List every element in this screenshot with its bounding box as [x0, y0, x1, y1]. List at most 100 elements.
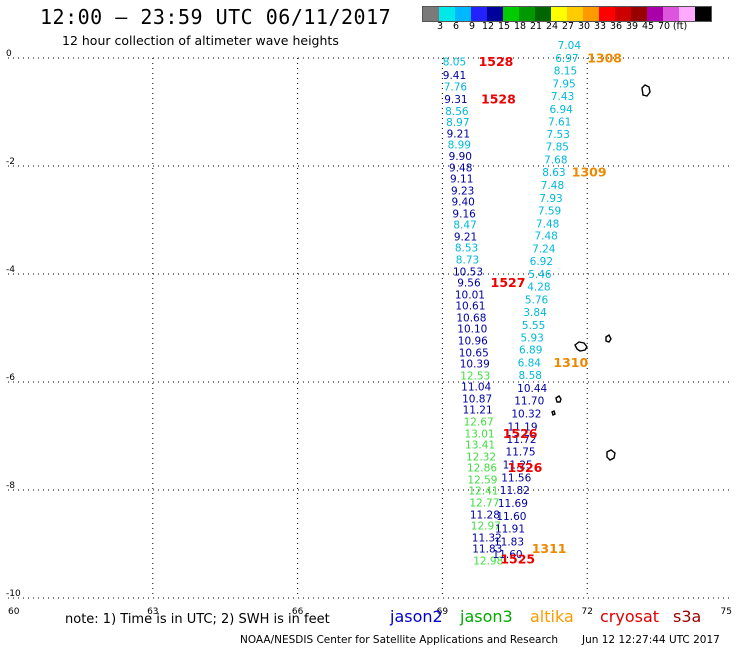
- swh-value-label: 11.28: [470, 509, 500, 521]
- island-outline: [605, 333, 612, 343]
- generated-timestamp: Jun 12 12:27:44 UTC 2017: [582, 634, 720, 646]
- swh-value-label: 12.86: [467, 462, 497, 474]
- swh-value-label: 7.48: [534, 231, 557, 243]
- swh-value-label: 11.19: [507, 421, 537, 433]
- mission-legend-s3a: s3a: [673, 607, 702, 626]
- mission-legend-altika: altika: [530, 607, 574, 626]
- swh-value-label: 7.48: [536, 218, 559, 230]
- island-outlines: [551, 84, 651, 461]
- swh-value-label: 9.90: [449, 151, 472, 163]
- color-scale-tick: 27: [561, 21, 575, 32]
- swh-value-label: 11.75: [506, 447, 536, 459]
- swh-value-label: 11.70: [514, 395, 544, 407]
- swh-value-label: 9.48: [449, 163, 472, 175]
- x-tick-label: 72: [581, 607, 592, 617]
- color-scale-tick: 18: [513, 21, 527, 32]
- swh-value-label: 3.84: [523, 307, 547, 319]
- swh-value-label: 11.60: [496, 511, 526, 523]
- color-scale-swatch: [679, 7, 695, 21]
- swh-value-label: 7.48: [541, 180, 564, 192]
- swh-value-label: 5.46: [528, 269, 552, 281]
- pass-time-label: 1526: [508, 460, 543, 475]
- mission-legend-cryosat: cryosat: [600, 607, 660, 626]
- swh-value-label: 12.32: [466, 452, 496, 464]
- mission-legend-jason3: jason3: [460, 607, 513, 626]
- grid-lines: [8, 57, 732, 599]
- swh-value-label: 9.21: [454, 231, 477, 243]
- swh-value-label: 10.65: [459, 347, 489, 359]
- swh-value-label: 8.56: [445, 106, 469, 118]
- swh-value-label: 10.96: [458, 336, 488, 348]
- swh-value-label: 10.10: [457, 324, 487, 336]
- color-scale-swatch: [423, 7, 439, 21]
- swh-value-label: 7.93: [539, 193, 562, 205]
- swh-value-label: 5.76: [525, 294, 549, 306]
- pass-time-label: 1309: [572, 165, 607, 180]
- swh-value-label: 11.83: [472, 543, 502, 555]
- color-scale-tick: 36: [609, 21, 623, 32]
- swh-value-label: 6.94: [549, 104, 573, 116]
- swh-value-label: 9.56: [457, 278, 481, 290]
- pass-time-label: 1528: [481, 92, 516, 107]
- island-outline: [551, 410, 556, 416]
- swh-value-label: 13.01: [465, 428, 495, 440]
- color-scale-swatch: [663, 7, 679, 21]
- swh-value-label: 10.01: [455, 290, 485, 302]
- swh-value-label: 4.28: [527, 282, 550, 294]
- swh-value-label: 10.53: [453, 266, 483, 278]
- color-scale-tick: 9: [468, 21, 476, 32]
- swh-value-label: 7.61: [548, 116, 571, 128]
- swh-value-label: 8.99: [448, 139, 471, 151]
- chart-title: 12:00 — 23:59 UTC 06/11/2017: [40, 5, 392, 29]
- color-scale-swatch: [599, 7, 615, 21]
- color-scale-tick: (ft): [672, 21, 688, 32]
- color-scale-tick: 15: [497, 21, 511, 32]
- y-tick-label: 0: [6, 49, 12, 59]
- axis-tick-labels: 0 -2 -4 -6 -8 -10 60 63 66 69 72 75: [6, 49, 732, 617]
- swh-value-label: 8.97: [446, 117, 469, 129]
- island-outline: [574, 341, 588, 352]
- color-scale-swatch: [695, 7, 711, 21]
- color-scale-tick: 6: [452, 21, 460, 32]
- footnote: note: 1) Time is in UTC; 2) SWH is in fe…: [65, 612, 330, 627]
- swh-value-label: 11.60: [493, 549, 523, 561]
- chart-subtitle: 12 hour collection of altimeter wave hei…: [62, 33, 339, 48]
- swh-value-label: 11.25: [503, 460, 533, 472]
- y-tick-label: -8: [6, 481, 15, 491]
- pass-time-label: 1311: [532, 541, 567, 556]
- swh-value-label: 10.68: [456, 312, 486, 324]
- color-scale-swatch: [455, 7, 471, 21]
- swh-value-label: 7.85: [546, 142, 569, 154]
- color-scale-swatch: [583, 7, 599, 21]
- swh-value-label: 12.53: [460, 371, 490, 383]
- swh-value-label: 11.21: [463, 405, 493, 417]
- color-scale-tick: 30: [577, 21, 591, 32]
- y-tick-label: -6: [6, 373, 15, 383]
- swh-value-label: 7.76: [444, 82, 468, 94]
- swh-value-label: 8.58: [519, 370, 542, 382]
- swh-value-label: 11.69: [498, 498, 528, 510]
- swh-value-label: 11.72: [507, 434, 537, 446]
- color-scale-swatch: [551, 7, 567, 21]
- swh-value-label: 7.43: [551, 91, 574, 103]
- color-scale-bar: [422, 6, 712, 22]
- y-tick-label: -4: [6, 265, 15, 275]
- color-scale-swatch: [471, 7, 487, 21]
- swh-value-label: 11.04: [461, 381, 491, 393]
- swh-value-label: 7.53: [547, 129, 570, 141]
- swh-value-label: 9.21: [447, 129, 470, 141]
- color-scale-tick: 24: [545, 21, 559, 32]
- color-scale-tick: 70: [657, 21, 671, 32]
- swh-value-label: 8.47: [453, 219, 476, 231]
- credit-line: NOAA/NESDIS Center for Satellite Applica…: [240, 634, 558, 646]
- color-scale-tick: 12: [481, 21, 495, 32]
- x-tick-label: 69: [437, 607, 449, 617]
- color-scale-swatch: [631, 7, 647, 21]
- swh-value-label: 12.41: [468, 486, 498, 498]
- color-scale-tick: 39: [625, 21, 639, 32]
- swh-value-label: 10.39: [460, 359, 490, 371]
- pass-time-label: 1526: [503, 426, 538, 441]
- color-scale-swatch: [567, 7, 583, 21]
- x-tick-label: 66: [292, 607, 304, 617]
- swh-value-label: 11.91: [495, 523, 525, 535]
